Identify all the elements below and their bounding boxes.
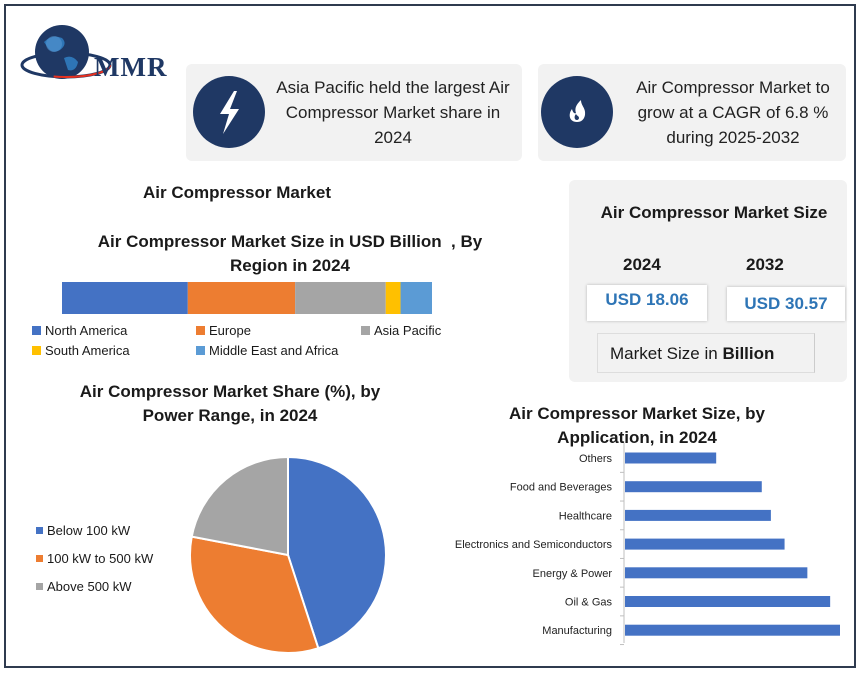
region-segment-middle-east-and-africa — [400, 282, 432, 314]
bar-food-and-beverages — [625, 481, 762, 493]
card-icon-circle — [541, 76, 613, 148]
category-label: Manufacturing — [542, 625, 612, 637]
region-chart-title-line1: Air Compressor Market Size in USD Billio… — [97, 232, 483, 251]
application-chart-title-line2: Application, in 2024 — [557, 428, 717, 447]
card-text: Air Compressor Market to grow at a CAGR … — [636, 78, 830, 147]
value-2032: USD 30.57 — [744, 294, 828, 313]
power-chart-title: Air Compressor Market Share (%), by Powe… — [50, 380, 410, 428]
market-size-panel: Air Compressor Market Size 2024 2032 USD… — [569, 180, 847, 382]
legend-item-europe: Europe — [196, 323, 251, 338]
flame-icon — [569, 100, 586, 122]
globe-icon — [20, 25, 112, 79]
application-chart-title-line1: Air Compressor Market Size, by — [508, 404, 766, 423]
pie-slice-below-100-kw — [287, 455, 387, 650]
legend-item-north-america: North America — [32, 323, 127, 338]
bar-energy-power — [625, 567, 808, 579]
bar-others — [625, 452, 717, 464]
power-chart-title-line2: Power Range, in 2024 — [142, 406, 318, 425]
category-label: Others — [579, 453, 613, 465]
region-segment-asia-pacific — [295, 282, 386, 314]
bar-healthcare — [625, 509, 771, 521]
category-label: Healthcare — [559, 510, 612, 522]
bar-oil-gas — [625, 596, 831, 607]
region-segment-north-america — [62, 282, 188, 314]
card-icon-circle — [193, 76, 265, 148]
legend-item-middle-east-africa: Middle East and Africa — [196, 343, 338, 358]
year-2024-label: 2024 — [623, 255, 661, 274]
power-range-pie — [189, 455, 387, 654]
legend-label: North America — [45, 323, 128, 338]
category-label: Electronics and Semiconductors — [455, 539, 613, 551]
legend-item-above-500kw: Above 500 kW — [36, 579, 132, 594]
region-chart-title-line2: Region in 2024 — [230, 256, 350, 275]
insight-card-largest-share: Asia Pacific held the largest Air Compre… — [186, 64, 522, 161]
legend-label: Europe — [209, 323, 251, 338]
year-2032-label: 2032 — [746, 255, 784, 274]
mmr-logo: MMR — [14, 18, 184, 84]
pie-slice-above-500-kw — [190, 455, 289, 557]
lightning-icon — [220, 91, 239, 134]
region-stacked-bar — [62, 282, 432, 314]
legend-item-below-100kw: Below 100 kW — [36, 523, 130, 538]
category-label: Food and Beverages — [510, 482, 613, 494]
unit-prefix: Market Size in — [610, 344, 718, 363]
category-label: Oil & Gas — [565, 597, 613, 609]
value-2032-box: USD 30.57 — [727, 287, 845, 321]
legend-label: 100 kW to 500 kW — [47, 551, 154, 566]
legend-item-south-america: South America — [32, 343, 130, 358]
bar-electronics-and-semiconductors — [625, 538, 785, 550]
unit-bold: Billion — [722, 344, 775, 363]
insight-card-cagr: Air Compressor Market to grow at a CAGR … — [538, 64, 846, 161]
legend-label: Middle East and Africa — [209, 343, 339, 358]
application-chart-title: Air Compressor Market Size, by Applicati… — [462, 402, 812, 450]
logo-text: MMR — [94, 52, 168, 82]
market-size-title: Air Compressor Market Size — [600, 203, 828, 222]
card-text: Asia Pacific held the largest Air Compre… — [276, 78, 510, 147]
legend-label: Above 500 kW — [47, 579, 132, 594]
legend-item-asia-pacific: Asia Pacific — [361, 323, 441, 338]
legend-item-100-500kw: 100 kW to 500 kW — [36, 551, 153, 566]
region-chart-title: Air Compressor Market Size in USD Billio… — [60, 230, 520, 278]
bar-manufacturing — [625, 624, 840, 636]
pie-slice-100-kw-to-500-kw — [189, 535, 320, 654]
region-segment-south-america — [385, 282, 401, 314]
region-segment-europe — [187, 282, 296, 314]
value-2024-box: USD 18.06 — [587, 285, 707, 321]
value-2024: USD 18.06 — [605, 290, 689, 309]
section-title: Air Compressor Market — [143, 183, 332, 202]
legend-label: Asia Pacific — [374, 323, 442, 338]
application-bar-chart: Others Food and Beverages Healthcare Electr… — [455, 443, 840, 646]
legend-label: South America — [45, 343, 130, 358]
category-label: Energy & Power — [533, 568, 613, 580]
legend-label: Below 100 kW — [47, 523, 131, 538]
unit-box: Market Size in Billion — [597, 333, 815, 373]
power-chart-title-line1: Air Compressor Market Share (%), by — [79, 382, 381, 401]
